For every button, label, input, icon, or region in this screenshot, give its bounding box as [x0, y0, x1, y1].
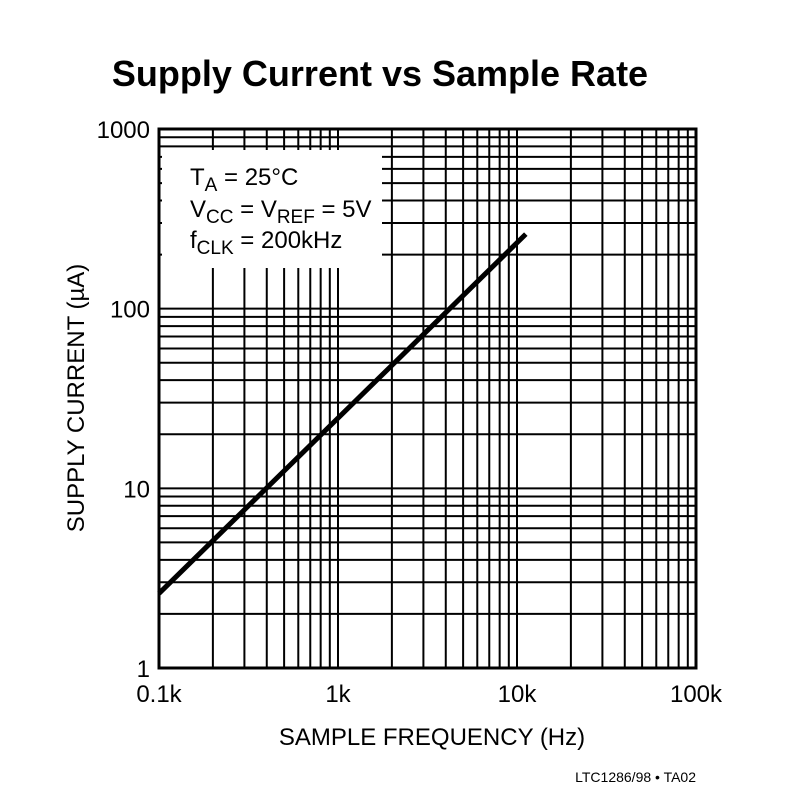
ann-sub2: REF	[277, 207, 315, 228]
y-axis-label: SUPPLY CURRENT (µA)	[63, 264, 90, 533]
annotation-ta: TA = 25°C	[190, 164, 298, 196]
series-line	[157, 232, 528, 596]
ann-main: V	[190, 196, 206, 223]
footer-code: LTC1286/98 • TA02	[575, 769, 696, 785]
y-tick-label: 1	[137, 656, 150, 683]
x-tick-label: 1k	[325, 681, 351, 708]
ann-sub: CC	[206, 207, 233, 228]
x-tick-labels: 0.1k 1k 10k 100k	[136, 681, 723, 708]
ann-rest: = 5V	[315, 196, 372, 223]
ann-main: T	[190, 164, 205, 191]
y-tick-labels: 1 10 100 1000	[97, 117, 150, 683]
x-tick-label: 10k	[498, 681, 538, 708]
x-tick-label: 0.1k	[136, 681, 182, 708]
x-tick-label: 100k	[670, 681, 723, 708]
annotation-fclk: fCLK = 200kHz	[190, 227, 342, 259]
x-axis-label: SAMPLE FREQUENCY (Hz)	[279, 724, 585, 751]
annotation-vcc: VCC = VREF = 5V	[190, 196, 372, 228]
annotation-box	[162, 150, 382, 268]
ann-sub: A	[205, 175, 218, 196]
chart-title: Supply Current vs Sample Rate	[112, 53, 648, 94]
ann-sub: CLK	[197, 238, 234, 259]
ann-main: f	[190, 227, 197, 254]
ann-mid: = V	[233, 196, 276, 223]
plot-frame	[157, 127, 698, 670]
y-tick-label: 10	[123, 476, 150, 503]
y-tick-label: 100	[110, 297, 150, 324]
ann-rest: = 200kHz	[234, 227, 343, 254]
ann-rest: = 25°C	[217, 164, 298, 191]
y-tick-label: 1000	[97, 117, 150, 144]
